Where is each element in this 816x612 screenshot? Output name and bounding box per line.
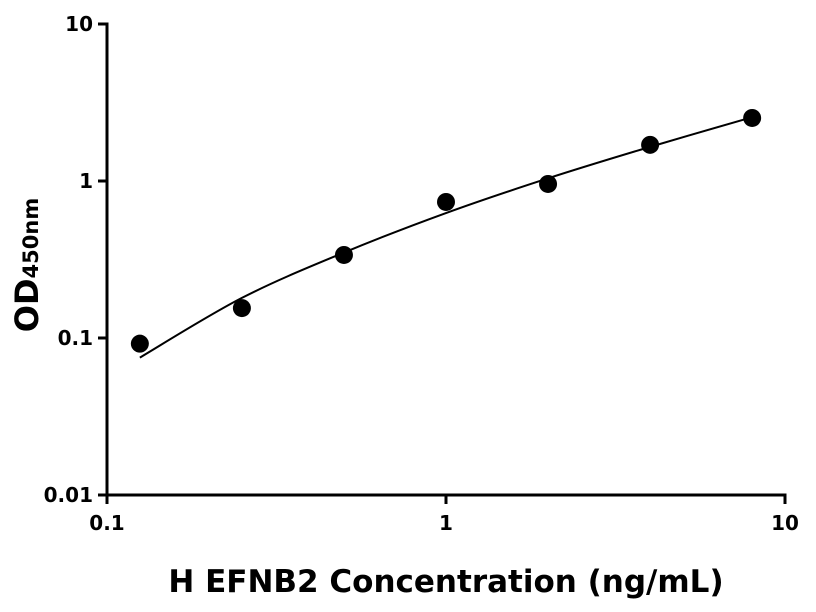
- data-point: [641, 135, 660, 154]
- y-axis-label-sub: 450nm: [19, 198, 43, 279]
- data-point: [232, 299, 251, 318]
- data-point: [539, 174, 558, 193]
- x-axis-label: H EFNB2 Concentration (ng/mL): [168, 564, 723, 600]
- data-point: [743, 108, 762, 127]
- x-tick-label: 0.1: [89, 511, 124, 535]
- data-point: [130, 334, 149, 353]
- y-tick-label: 0.1: [58, 326, 93, 350]
- y-tick-label: 0.01: [44, 483, 93, 507]
- fit-curve: [139, 116, 753, 359]
- x-tick-label: 10: [771, 511, 799, 535]
- x-tick-label: 1: [439, 511, 453, 535]
- y-tick-label: 1: [79, 169, 93, 193]
- y-tick-label: 10: [65, 12, 93, 36]
- y-axis-label: OD450nm: [8, 198, 46, 332]
- y-axis-label-main: OD: [8, 278, 46, 332]
- data-point: [334, 245, 353, 264]
- data-point: [437, 192, 455, 211]
